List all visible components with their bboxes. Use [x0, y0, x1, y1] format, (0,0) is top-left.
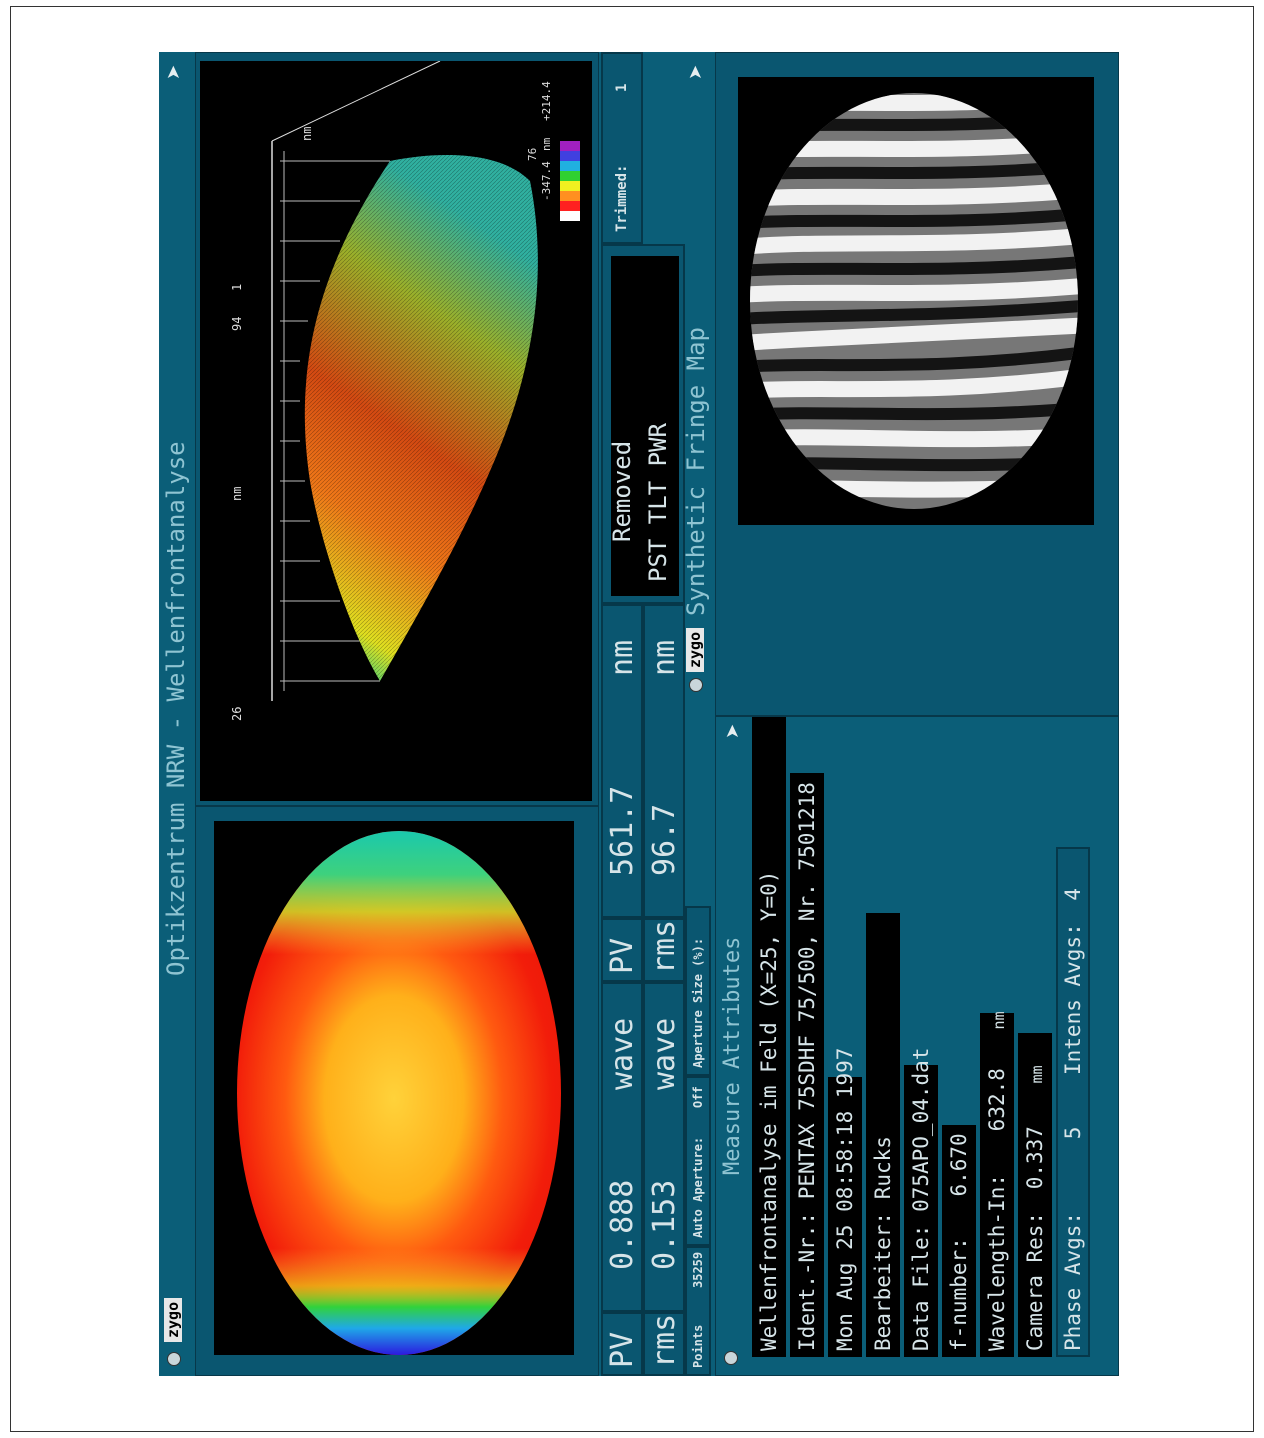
window-menu-icon[interactable] [167, 1352, 181, 1366]
attr-wavelength: Wavelength-In: 632.8 nm [980, 1011, 1014, 1351]
intens-label: Intens Avgs: [1061, 923, 1085, 1075]
attr-intens-avgs[interactable]: Intens Avgs: 4 [1056, 888, 1090, 1075]
trimmed-label: Trimmed: [614, 164, 630, 232]
pv-wave-unit: wave [605, 1017, 640, 1090]
rms-nm-cell: 96.7 nm [643, 604, 685, 918]
pv-nm-value: 561.7 [605, 785, 640, 876]
removed-box: Removed PST TLT PWR [601, 244, 685, 604]
fringe-panel [715, 52, 1119, 716]
axis-nm-right: nm [300, 126, 314, 141]
attributes-menu-icon[interactable] [724, 1351, 738, 1365]
scale-unit: nm [540, 137, 553, 151]
wavefront-3d-plot [271, 60, 580, 701]
pv-nm-label: PV [601, 918, 643, 982]
phase-label: Phase Avgs: [1061, 1211, 1085, 1351]
camres-value: 0.337 [1023, 1126, 1047, 1190]
scale-bottom: -347.4 [540, 161, 553, 201]
removed-terms: PST TLT PWR [644, 423, 672, 582]
wavefront-3d-panel: 26 nm 94 1 nm -347.4 76 nm +214.4 [195, 52, 599, 806]
rms-nm-label: rms [643, 918, 685, 982]
camres-unit: mm [1028, 1065, 1046, 1084]
rms-wave-cell: 0.153 wave [643, 982, 685, 1312]
tick-1: 1 [230, 283, 244, 291]
rms-nm-value: 96.7 [647, 803, 682, 876]
zygo-logo: zygo [164, 1297, 182, 1342]
rms-wave-unit: wave [647, 1017, 682, 1090]
window-title: Optikzentrum NRW - Wellenfrontanalyse [162, 441, 190, 976]
pv-wave-cell: 0.888 wave [601, 982, 643, 1312]
attributes-panel: Measure Attributes ➤ Wellenfrontanalyse … [715, 716, 1119, 1376]
intens-value: 4 [1061, 887, 1085, 901]
fringe-resize-icon[interactable]: ➤ [685, 64, 706, 80]
attr-line2: Ident.-Nr.: PENTAX 75SDHF 75/500, Nr. 75… [795, 782, 819, 1351]
axis-nm-bottom: nm [230, 486, 244, 501]
pv-label: PV [601, 1312, 643, 1376]
rms-label: rms [643, 1312, 685, 1376]
zygo-screen: zygo Optikzentrum NRW - Wellenfrontanaly… [159, 52, 1119, 1376]
pv-nm-cell: 561.7 nm [601, 604, 643, 918]
scale-top: +214.4 [540, 81, 553, 121]
attr-line1: Wellenfrontanalyse im Feld (X=25, Y=0) [757, 870, 781, 1351]
phase-value: 5 [1061, 1126, 1085, 1140]
aperture-size-label: Aperture Size (%): [691, 937, 705, 1068]
points-label: Points [691, 1324, 705, 1368]
rms-wave-value: 0.153 [647, 1179, 682, 1270]
fringe-menu-icon[interactable] [689, 678, 703, 692]
wavelength-value: 632.8 [985, 1068, 1009, 1132]
fringe-view [738, 77, 1094, 525]
attr-phase-avgs[interactable]: Phase Avgs: 5 [1056, 1127, 1090, 1351]
pv-wave-value: 0.888 [605, 1179, 640, 1270]
fringe-map [750, 93, 1078, 509]
tick-26: 26 [230, 706, 244, 721]
wavefront-2d-map [237, 831, 561, 1355]
auto-aperture-value: Off [691, 1086, 705, 1108]
attr-bearbeiter: Bearbeiter: Rucks [871, 1136, 895, 1351]
removed-label: Removed [608, 440, 636, 542]
trimmed-cell: Trimmed: 1 [601, 52, 643, 244]
rms-nm-unit: nm [647, 639, 682, 676]
attributes-title: Measure Attributes [720, 936, 745, 1175]
attr-date: Mon Aug 25 08:58:18 1997 [833, 1047, 857, 1351]
attributes-resize-icon[interactable]: ➤ [722, 723, 743, 739]
attr-camera-res: Camera Res: 0.337 mm [1018, 1065, 1052, 1351]
screenshot-area: zygo Optikzentrum NRW - Wellenfrontanaly… [159, 52, 1119, 1376]
points-value: 35259 [691, 1251, 705, 1288]
wavelength-unit: nm [990, 1011, 1008, 1030]
trimmed-value: 1 [614, 83, 630, 92]
auto-aperture-label: Auto Aperture: [691, 1136, 705, 1238]
fringe-title: Synthetic Fringe Map [682, 327, 710, 616]
camres-label: Camera Res: [1023, 1211, 1047, 1351]
fnumber-label: f-number: [947, 1237, 971, 1351]
wavefront-2d-view [214, 821, 574, 1355]
attr-data-file: Data File: 075APO_04.dat [909, 1047, 933, 1351]
fnumber-value: 6.670 [947, 1133, 971, 1197]
wavefront-2d-panel [195, 806, 599, 1376]
tick-94: 94 [230, 316, 244, 331]
auto-aperture-cell[interactable]: Auto Aperture: Off [685, 1076, 711, 1246]
wavefront-3d-view: 26 nm 94 1 nm -347.4 76 nm +214.4 [200, 60, 592, 801]
aperture-size-cell[interactable]: Aperture Size (%): [685, 906, 711, 1076]
wavelength-label: Wavelength-In: [985, 1173, 1009, 1351]
scale-extra: 76 [526, 147, 539, 161]
window-resize-icon[interactable]: ➤ [163, 64, 184, 80]
pv-nm-unit: nm [605, 639, 640, 676]
attr-fnumber: f-number: 6.670 [942, 1133, 976, 1351]
fringe-zygo-logo: zygo [686, 627, 704, 672]
points-cell: Points 35259 [685, 1246, 711, 1376]
